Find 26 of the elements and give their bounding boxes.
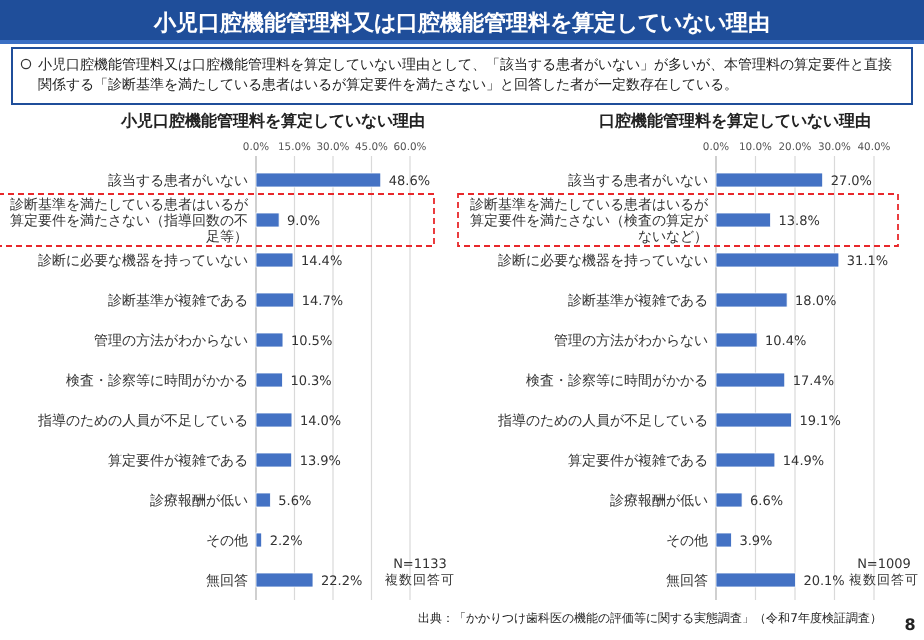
bar (255, 572, 314, 588)
bar (255, 412, 293, 428)
bar (715, 212, 771, 228)
bar (255, 332, 284, 348)
bar (255, 172, 382, 188)
bar (715, 332, 758, 348)
bar (715, 532, 732, 548)
bar (715, 452, 776, 468)
bar (715, 292, 788, 308)
text: 8 (904, 616, 917, 634)
text: 小児口腔機能管理料又は口腔機能管理料を算定していない理由 (152, 10, 770, 36)
bar (255, 372, 283, 388)
bar (715, 372, 786, 388)
bar (255, 452, 293, 468)
chart-title: 口腔機能管理料を算定していない理由 (599, 110, 871, 130)
bar (255, 252, 294, 268)
bar (255, 492, 271, 508)
bar (715, 252, 840, 268)
bar (255, 212, 280, 228)
bar (715, 172, 824, 188)
chart-title: 小児口腔機能管理料を算定していない理由 (119, 110, 425, 130)
bar (715, 492, 743, 508)
bar (255, 292, 295, 308)
bar (715, 572, 796, 588)
bar (255, 532, 263, 548)
bar (715, 412, 792, 428)
